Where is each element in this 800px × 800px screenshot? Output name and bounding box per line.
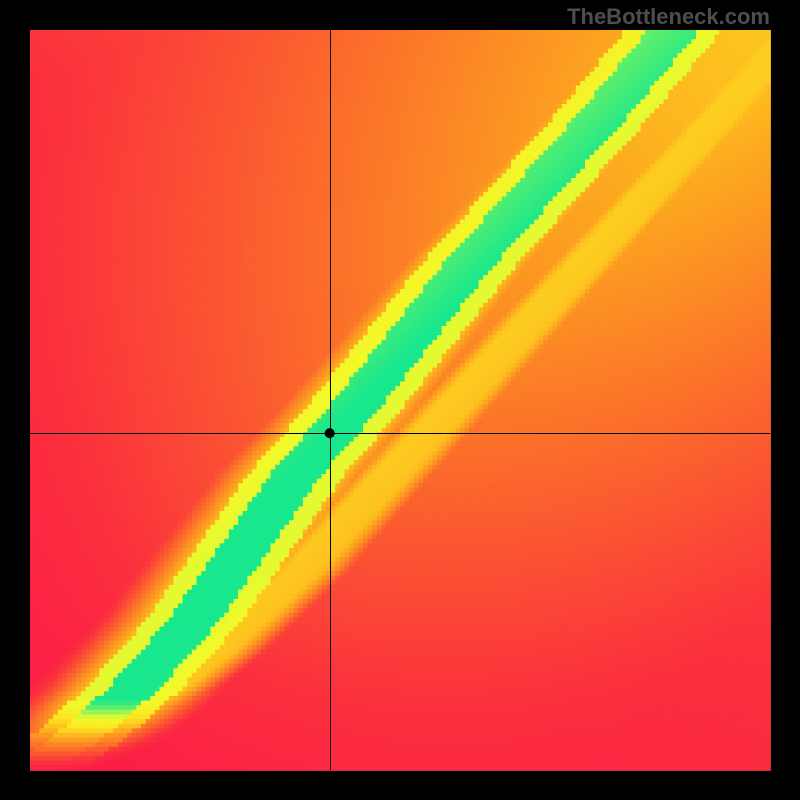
watermark-text: TheBottleneck.com <box>567 4 770 30</box>
chart-container: TheBottleneck.com <box>0 0 800 800</box>
bottleneck-heatmap <box>0 0 800 800</box>
